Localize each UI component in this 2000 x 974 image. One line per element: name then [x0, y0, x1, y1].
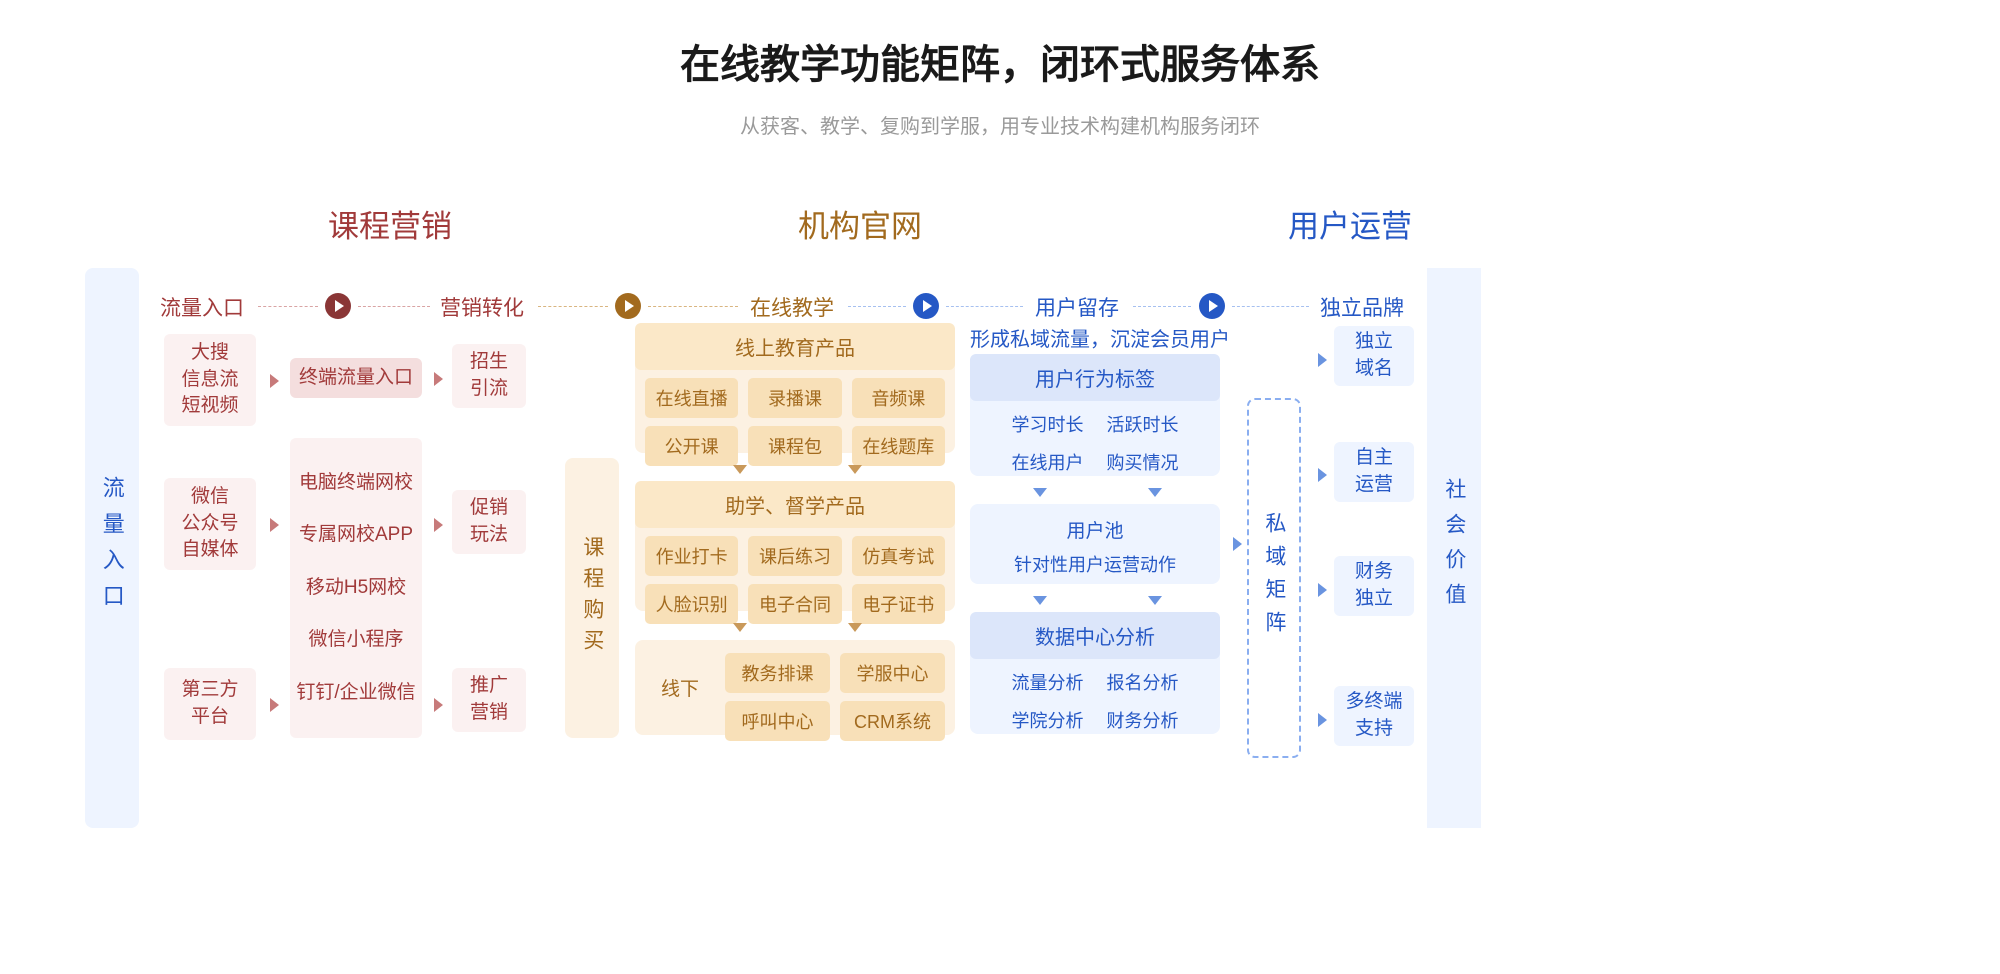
box-source-1: 大搜 信息流 短视频	[164, 334, 256, 426]
stat: 财务分析	[1107, 707, 1179, 733]
section-website: 机构官网	[690, 201, 1030, 246]
section-marketing: 课程营销	[220, 201, 560, 246]
vbar-matrix: 私域矩阵	[1247, 398, 1301, 758]
section-headers: 课程营销 机构官网 用户运营	[0, 201, 2000, 246]
vbar-traffic-entry: 流量入口	[85, 268, 139, 828]
page-subtitle: 从获客、教学、复购到学服，用专业技术构建机构服务闭环	[0, 110, 2000, 139]
terminal-3: 移动H5网校	[306, 575, 406, 602]
terminal-1: 电脑终端网校	[299, 470, 413, 497]
section-operation: 用户运营	[1180, 201, 1520, 246]
stat: 学习时长	[1012, 411, 1084, 437]
stat: 学院分析	[1012, 707, 1084, 733]
panel-header: 助学、督学产品	[635, 481, 955, 528]
offline-label: 线下	[635, 640, 725, 735]
panel-behavior: 用户行为标签 学习时长活跃时长 在线用户购买情况	[970, 354, 1220, 476]
chip: 音频课	[852, 378, 945, 418]
chip: 公开课	[645, 426, 738, 466]
panel-header: 数据中心分析	[970, 612, 1220, 659]
panel-header: 用户行为标签	[970, 354, 1220, 401]
box-brand-1: 独立 域名	[1334, 326, 1414, 386]
terminal-4: 微信小程序	[308, 627, 403, 654]
stat: 报名分析	[1107, 669, 1179, 695]
chip: 录播课	[748, 378, 841, 418]
panel-offline: 线下 教务排课 学服中心 呼叫中心 CRM系统	[635, 640, 955, 735]
chip: 在线题库	[852, 426, 945, 466]
chip: 课后练习	[748, 536, 841, 576]
chip: 人脸识别	[645, 584, 738, 624]
box-terminal-entry: 终端流量入口	[290, 358, 422, 398]
box-terminals: 电脑终端网校 专属网校APP 移动H5网校 微信小程序 钉钉/企业微信	[290, 438, 422, 738]
box-conv-2: 促销 玩法	[452, 490, 526, 554]
chip: 作业打卡	[645, 536, 738, 576]
arrow-icon	[325, 293, 351, 319]
terminal-2: 专属网校APP	[299, 522, 413, 549]
diagram-body: 流量入口 大搜 信息流 短视频 微信 公众号 自媒体 第三方 平台 终端流量入口…	[0, 318, 2000, 818]
pool-title: 用户池	[970, 516, 1220, 543]
box-conv-1: 招生 引流	[452, 344, 526, 408]
panel-header: 线上教育产品	[635, 323, 955, 370]
stat: 流量分析	[1012, 669, 1084, 695]
chip: 电子合同	[748, 584, 841, 624]
arrow-icon	[913, 293, 939, 319]
box-conv-3: 推广 营销	[452, 668, 526, 732]
box-brand-3: 财务 独立	[1334, 556, 1414, 616]
stat: 活跃时长	[1107, 411, 1179, 437]
box-brand-2: 自主 运营	[1334, 442, 1414, 502]
chip: 在线直播	[645, 378, 738, 418]
stat: 购买情况	[1107, 449, 1179, 475]
terminal-5: 钉钉/企业微信	[296, 680, 415, 707]
stat: 在线用户	[1012, 449, 1084, 475]
panel-pool: 用户池 针对性用户运营动作	[970, 504, 1220, 584]
chip: 仿真考试	[852, 536, 945, 576]
pool-sub: 针对性用户运营动作	[970, 551, 1220, 577]
box-brand-4: 多终端 支持	[1334, 686, 1414, 746]
vbar-purchase: 课程购买	[565, 458, 619, 738]
vbar-social-value: 社会价值	[1427, 268, 1481, 828]
box-source-3: 第三方 平台	[164, 668, 256, 740]
chip: CRM系统	[840, 701, 945, 741]
box-source-2: 微信 公众号 自媒体	[164, 478, 256, 570]
arrow-icon	[615, 293, 641, 319]
panel-study-products: 助学、督学产品 作业打卡 课后练习 仿真考试 人脸识别 电子合同 电子证书	[635, 481, 955, 611]
chip: 教务排课	[725, 653, 830, 693]
panel-online-products: 线上教育产品 在线直播 录播课 音频课 公开课 课程包 在线题库	[635, 323, 955, 453]
retention-caption: 形成私域流量，沉淀会员用户	[970, 323, 1230, 352]
panel-analysis: 数据中心分析 流量分析报名分析 学院分析财务分析	[970, 612, 1220, 734]
page-title: 在线教学功能矩阵，闭环式服务体系	[0, 0, 2000, 90]
arrow-icon	[1199, 293, 1225, 319]
chip: 电子证书	[852, 584, 945, 624]
chip: 课程包	[748, 426, 841, 466]
chip: 呼叫中心	[725, 701, 830, 741]
chip: 学服中心	[840, 653, 945, 693]
